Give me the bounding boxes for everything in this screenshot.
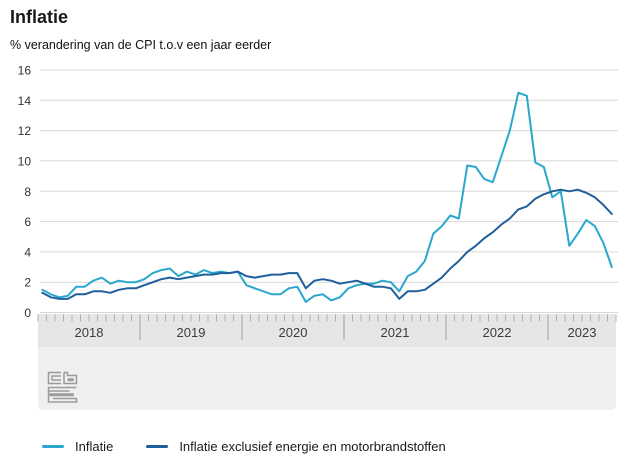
x-axis-year-label: 2023 [568,325,597,340]
chart-legend: Inflatie Inflatie exclusief energie en m… [42,439,479,454]
x-axis-year-label: 2019 [177,325,206,340]
legend-item-kerninflatie[interactable]: Inflatie exclusief energie en motorbrand… [146,439,446,454]
x-axis-year-label: 2020 [279,325,308,340]
series-line-kerninflatie [41,188,613,300]
y-axis-label: 0 [24,306,31,320]
inflation-line-chart[interactable]: 0 2 4 6 8 10 12 14 16 2018 2019 2020 2021 2022 2023 [0,0,627,418]
y-axis-label: 10 [18,154,32,168]
x-axis-year-label: 2018 [75,325,104,340]
y-axis-label: 12 [18,124,32,138]
y-axis-label: 2 [24,276,31,290]
series-line-inflatie [41,91,613,303]
legend-swatch-kerninflatie-icon [146,445,169,448]
x-axis-year-label: 2021 [381,325,410,340]
chart-title: Inflatie [10,7,69,27]
cbs-logo [47,371,78,403]
legend-swatch-inflatie-icon [42,445,64,448]
chart-subtitle: % verandering van de CPI t.o.v een jaar … [10,38,272,52]
legend-label-inflatie: Inflatie [75,439,114,454]
y-axis-label: 8 [24,185,31,199]
chart-footer [38,347,616,410]
legend-label-kerninflatie: Inflatie exclusief energie en motorbrand… [179,439,446,454]
y-axis-label: 4 [24,245,31,259]
x-axis-year-label: 2022 [483,325,512,340]
y-axis-label: 14 [18,94,32,108]
y-axis-label: 16 [18,64,32,78]
legend-item-inflatie[interactable]: Inflatie [42,439,113,454]
y-axis-label: 6 [24,215,31,229]
